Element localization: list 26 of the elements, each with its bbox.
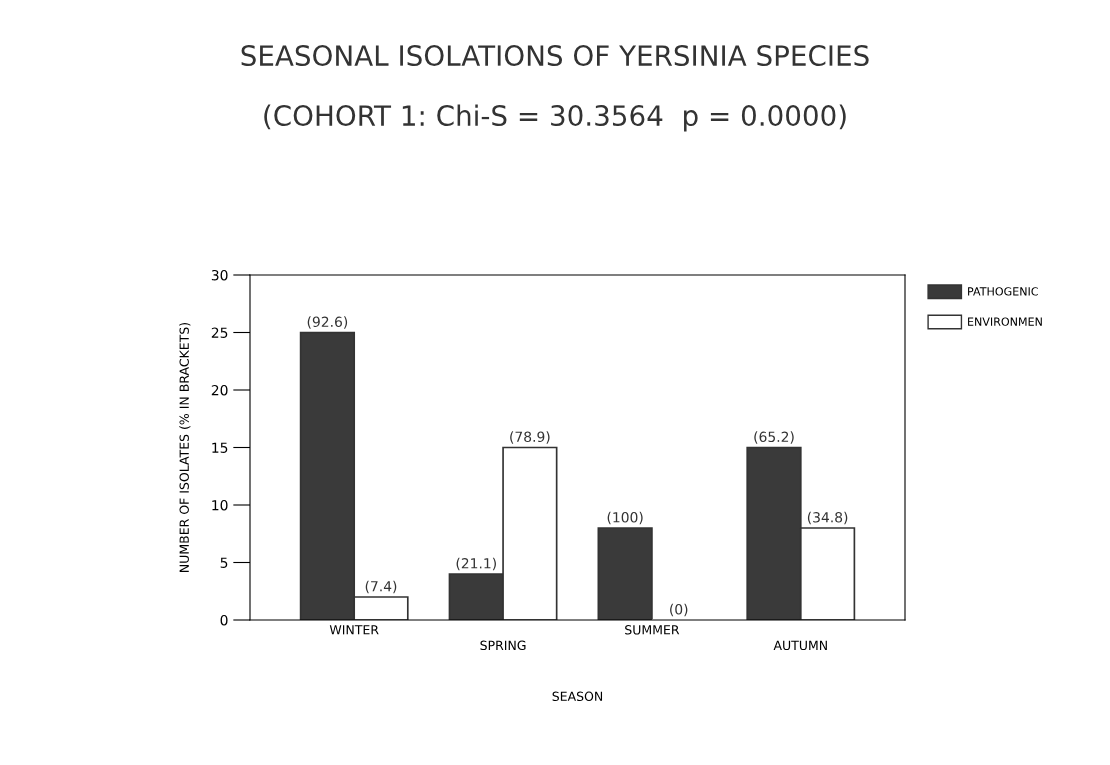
y-tick-label: 30 [211, 269, 228, 281]
legend-label: ENVIRONMEN [968, 317, 1042, 326]
annotation: (65.2) [754, 431, 794, 444]
y-tick-label: 10 [212, 499, 228, 511]
y-axis-title: NUMBER OF ISOLATES (% IN BRACKETS) [179, 322, 191, 572]
annotation: (0) [670, 603, 688, 617]
annotation: (7.4) [365, 580, 397, 594]
x-tick-label: SUMMER [625, 625, 680, 635]
y-tick-label: 25 [211, 327, 228, 338]
bar [597, 527, 653, 620]
annotation: (21.1) [456, 557, 496, 571]
annotation: (34.8) [807, 511, 848, 525]
y-tick-label: 5 [220, 557, 228, 568]
annotation: (92.6) [307, 316, 348, 329]
legend-label: PATHOGENIC [968, 287, 1038, 296]
x-tick-label: SPRING [480, 640, 526, 651]
y-tick-label: 0 [220, 614, 228, 626]
chart-subtitle: (COHORT 1: Chi-S = 30.3564 p = 0.0000) [264, 104, 846, 132]
x-tick-label: AUTUMN [773, 640, 827, 651]
annotation: (100) [607, 511, 643, 525]
y-tick-label: 15 [212, 442, 228, 453]
chart-title: SEASONAL ISOLATIONS OF YERSINIA SPECIES [241, 45, 869, 67]
y-tick-label: 20 [211, 384, 228, 396]
annotation: (78.9) [510, 431, 550, 444]
x-axis-title: SEASON [552, 691, 603, 702]
x-tick-label: WINTER [329, 625, 379, 635]
